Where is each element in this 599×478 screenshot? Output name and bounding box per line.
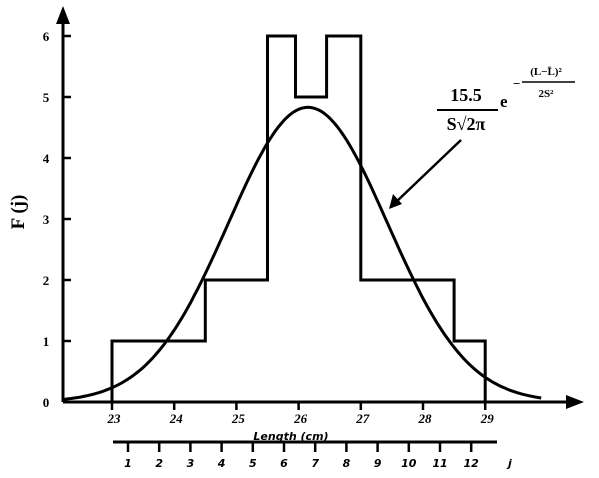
y-tick-label: 2 — [43, 273, 50, 288]
x-axis-label: Length (cm) — [253, 430, 328, 443]
x-tick-label: 27 — [355, 411, 370, 426]
x-tick-label: 28 — [418, 411, 433, 426]
x-tick-label: 25 — [231, 411, 246, 426]
histogram-outline — [110, 34, 487, 402]
j-tick-label: 8 — [343, 457, 351, 470]
formula-numerator: 15.5 — [450, 85, 482, 105]
x-ticks: 23 24 25 26 27 28 29 — [107, 402, 495, 426]
normal-curve — [62, 105, 542, 401]
formula-annotation: 15.5 S√2π e − (L−L̄)² 2S² — [437, 66, 575, 134]
formula-exponent-numerator: (L−L̄)² — [530, 66, 562, 78]
y-axis-label: F (j) — [8, 195, 29, 230]
y-tick-label: 6 — [43, 29, 50, 44]
y-tick-label: 1 — [43, 334, 50, 349]
x-tick-label: 24 — [169, 411, 184, 426]
j-tick-label: 12 — [464, 457, 480, 470]
y-tick-label: 4 — [43, 151, 50, 166]
y-tick-label: 3 — [43, 212, 50, 227]
annotation-arrow-line — [394, 139, 462, 204]
j-tick-label: 7 — [311, 457, 319, 470]
j-tick-label: 4 — [217, 457, 226, 470]
x-axis-arrow — [566, 395, 584, 409]
j-tick-label: 1 — [124, 457, 132, 470]
y-ticks: 0 1 2 3 4 5 6 — [43, 29, 71, 410]
formula-minus-sign: − — [513, 76, 520, 91]
j-ticks: 1 2 3 4 5 6 7 8 9 10 11 12 — [124, 442, 479, 470]
y-tick-label: 0 — [43, 395, 50, 410]
y-tick-label: 5 — [43, 90, 50, 105]
j-scale-label: j — [506, 457, 512, 470]
x-tick-label: 23 — [107, 411, 122, 426]
j-tick-label: 3 — [187, 457, 195, 470]
j-tick-label: 5 — [249, 457, 257, 470]
j-tick-label: 10 — [401, 457, 417, 470]
j-tick-label: 2 — [155, 457, 163, 470]
j-tick-label: 9 — [374, 457, 382, 470]
formula-exponent-denominator: 2S² — [539, 88, 555, 100]
x-tick-label: 26 — [293, 411, 308, 426]
formula-base: e — [500, 92, 508, 111]
j-tick-label: 6 — [280, 457, 288, 470]
annotation-arrow-head — [389, 194, 402, 209]
j-tick-label: 11 — [432, 457, 447, 470]
formula-denominator: S√2π — [447, 114, 486, 134]
y-axis-arrow — [56, 6, 70, 24]
x-tick-label: 29 — [480, 411, 495, 426]
